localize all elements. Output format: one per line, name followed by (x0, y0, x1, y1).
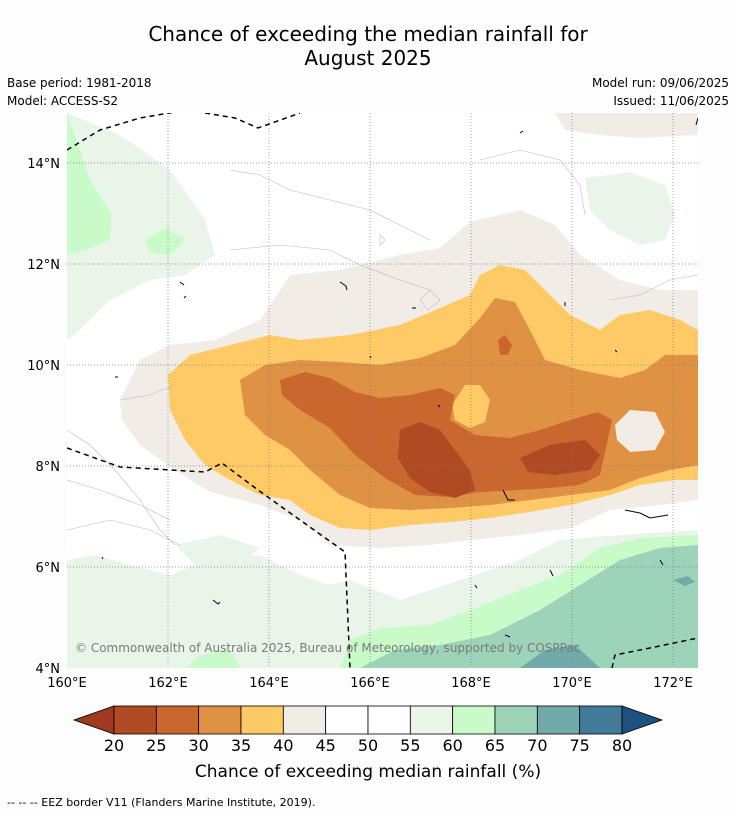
colorbar (72, 705, 664, 735)
zone-55-60-small (175, 535, 260, 570)
lat-label-8: 8°N (36, 460, 61, 475)
zone-60-65-west (67, 113, 112, 255)
lat-label-12: 12°N (27, 258, 60, 273)
zone-55-60-west (67, 113, 215, 340)
colorbar-swatch (198, 705, 242, 735)
zone-40-45-top (555, 113, 698, 138)
lon-label-170: 170°E (552, 676, 592, 691)
base-period: Base period: 1981-2018 (7, 76, 152, 90)
colorbar-swatch (367, 705, 411, 735)
lon-label-160: 160°E (47, 676, 87, 691)
colorbar-swatch (155, 705, 200, 735)
zone-20-25-c (538, 458, 575, 470)
zone-35-40-hole (452, 385, 490, 428)
zone-20-25-a (398, 422, 475, 498)
lat-label-14: 14°N (27, 157, 60, 172)
colorbar-swatch (536, 705, 581, 735)
lon-axis: 160°E 162°E 164°E 166°E 168°E 170°E 172°… (47, 676, 693, 691)
colorbar-swatch (240, 705, 284, 735)
colorbar-tick-label: 80 (611, 736, 633, 755)
colorbar-tick-label: 50 (357, 736, 379, 755)
colorbar-title: Chance of exceeding median rainfall (%) (194, 762, 542, 782)
contour-lines (67, 149, 698, 546)
islands (101, 117, 698, 638)
zone-40-45-hole (615, 410, 665, 452)
eez-borders (67, 113, 698, 668)
colorbar-tick-label: 25 (146, 736, 167, 755)
colorbar-tick-label: 30 (188, 736, 209, 755)
colorbar-tick-label: 55 (400, 736, 421, 755)
zone-25-30-north (498, 335, 512, 355)
map-title-line1: Chance of exceeding the median rainfall … (148, 22, 588, 46)
issued-date: Issued: 11/06/2025 (613, 94, 729, 108)
colorbar-swatch (579, 705, 623, 735)
lat-axis: 14°N 12°N 10°N 8°N 6°N 4°N (27, 157, 60, 677)
model-run: Model run: 09/06/2025 (591, 76, 729, 90)
colorbar-tick-label: 20 (103, 736, 125, 755)
colorbar-swatch (113, 705, 157, 735)
model-name: Model: ACCESS-S2 (7, 94, 119, 108)
colorbar-tick-label: 70 (527, 736, 548, 755)
lon-label-164: 164°E (249, 676, 289, 691)
colorbar-tick-label: 60 (442, 736, 463, 755)
colorbar-tick-label: 45 (315, 736, 336, 755)
zone-70-75-b (673, 576, 695, 586)
colorbar-arrow-low (72, 705, 115, 735)
zone-65-70-south (360, 545, 698, 668)
lat-label-4: 4°N (36, 662, 61, 677)
zone-60-65-sw (185, 650, 240, 668)
colorbar-tick-label: 65 (484, 736, 506, 755)
lat-label-6: 6°N (36, 561, 61, 576)
zone-60-65-blob (145, 228, 185, 255)
lon-label-162: 162°E (148, 676, 188, 691)
lat-label-10: 10°N (27, 359, 60, 374)
colorbar-swatch (409, 705, 454, 735)
colorbar-arrow-high (621, 705, 664, 735)
map-title-line2: August 2025 (304, 46, 432, 70)
colorbar-tick-label: 40 (273, 736, 294, 755)
colorbar-tick-label: 75 (569, 736, 590, 755)
copyright-notice: © Commonwealth of Australia 2025, Bureau… (75, 641, 581, 655)
colorbar-tick-label: 35 (230, 736, 252, 755)
colorbar-swatch (325, 705, 369, 735)
grid-lines (67, 113, 698, 668)
colorbar-swatch (494, 705, 538, 735)
lon-label-166: 166°E (350, 676, 390, 691)
colorbar-swatch (452, 705, 496, 735)
zone-55-60-northeast (585, 172, 675, 245)
eez-legend-footer: -- -- -- EEZ border V11 (Flanders Marine… (7, 796, 316, 809)
zone-70-75-a (520, 645, 600, 668)
lon-label-168: 168°E (451, 676, 491, 691)
lon-label-172: 172°E (653, 676, 693, 691)
map-plot-area (67, 113, 698, 668)
colorbar-swatch (282, 705, 327, 735)
